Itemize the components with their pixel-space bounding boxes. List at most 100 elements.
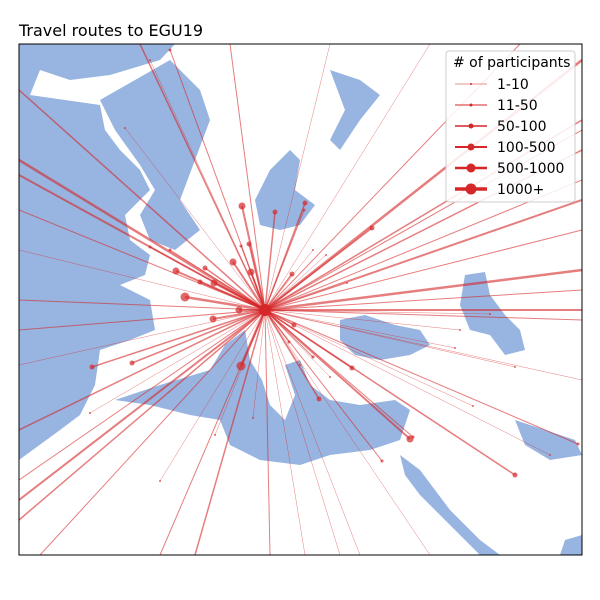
route: [264, 199, 582, 311]
route: [184, 295, 266, 312]
route: [264, 309, 582, 381]
map-title: Travel routes to EGU19: [18, 21, 203, 40]
legend-label: 11-50: [497, 98, 538, 114]
route-origin: [129, 360, 135, 366]
route-origin: [238, 202, 246, 210]
route-origin: [291, 322, 297, 328]
legend-marker: [470, 83, 472, 85]
legend: # of participants 1-10 11-50 50-100 100-500…: [445, 50, 576, 203]
route: [264, 309, 271, 555]
legend-label: 1000+: [497, 182, 544, 198]
route: [19, 158, 266, 312]
route-origin: [549, 454, 551, 456]
route-origin: [202, 265, 208, 271]
legend-label: 100-500: [497, 140, 556, 156]
legend-marker: [465, 183, 477, 195]
mediterranean: [115, 330, 410, 465]
route: [139, 44, 266, 311]
caspian: [460, 272, 525, 355]
route: [19, 174, 266, 311]
route: [19, 309, 266, 366]
route-origin: [316, 396, 322, 402]
legend-label: 50-100: [497, 119, 547, 135]
route-origin: [159, 480, 161, 482]
route: [264, 289, 582, 311]
route-origin: [252, 417, 254, 419]
route: [19, 309, 266, 481]
route: [264, 209, 305, 311]
route: [248, 243, 266, 311]
route: [264, 309, 383, 462]
legend-label: 1-10: [497, 77, 529, 93]
route: [232, 261, 266, 311]
route: [169, 49, 266, 311]
legend-title: # of participants: [453, 55, 570, 71]
route: [264, 309, 579, 445]
route: [264, 309, 431, 555]
route-origin: [302, 208, 306, 212]
route-origin: [302, 200, 308, 206]
route: [89, 309, 266, 414]
route: [252, 309, 266, 419]
route: [19, 89, 266, 311]
route: [19, 249, 266, 311]
route: [264, 309, 290, 343]
route: [264, 309, 414, 438]
route: [264, 44, 431, 311]
destination: [259, 304, 271, 316]
route: [19, 299, 266, 311]
route-origin: [380, 459, 384, 463]
route-origin: [311, 355, 315, 359]
route-origin: [246, 241, 252, 247]
route: [264, 309, 320, 400]
route: [264, 44, 331, 311]
route: [264, 268, 582, 312]
routes: [19, 44, 582, 555]
route-origin: [312, 249, 314, 251]
route-origin: [472, 405, 474, 407]
route-origin: [89, 412, 91, 414]
basemap: [19, 44, 582, 555]
route: [264, 211, 276, 311]
route: [19, 309, 266, 501]
route: [264, 249, 314, 311]
map-frame: [18, 43, 583, 556]
route-origin: [514, 366, 516, 368]
route: [159, 309, 266, 555]
route: [19, 309, 266, 431]
route-origin: [229, 258, 237, 266]
route: [264, 309, 411, 440]
route: [212, 309, 266, 320]
route: [264, 309, 474, 407]
route: [264, 309, 341, 555]
route-origin: [180, 292, 190, 302]
route-origin: [489, 313, 491, 315]
red-sea: [400, 455, 500, 555]
route-origin: [325, 254, 327, 256]
route-origin: [299, 364, 301, 366]
route: [39, 309, 266, 555]
legend-marker: [467, 143, 475, 151]
route-origin: [287, 340, 291, 344]
route: [214, 309, 266, 436]
route: [159, 309, 266, 482]
north-sea: [100, 60, 210, 250]
route: [194, 309, 266, 555]
legend-marker: [468, 123, 474, 129]
legend-marker: [469, 103, 473, 107]
route: [264, 309, 456, 349]
legend-marker: [466, 163, 476, 173]
route: [264, 309, 582, 321]
route-origin: [454, 347, 456, 349]
route: [264, 309, 361, 555]
route-origin: [89, 364, 95, 370]
route: [91, 309, 266, 368]
route: [229, 44, 266, 311]
route: [264, 309, 461, 331]
atlantic: [19, 44, 175, 460]
gulf: [515, 420, 582, 555]
route-origin: [289, 271, 295, 277]
baltic: [255, 70, 380, 230]
